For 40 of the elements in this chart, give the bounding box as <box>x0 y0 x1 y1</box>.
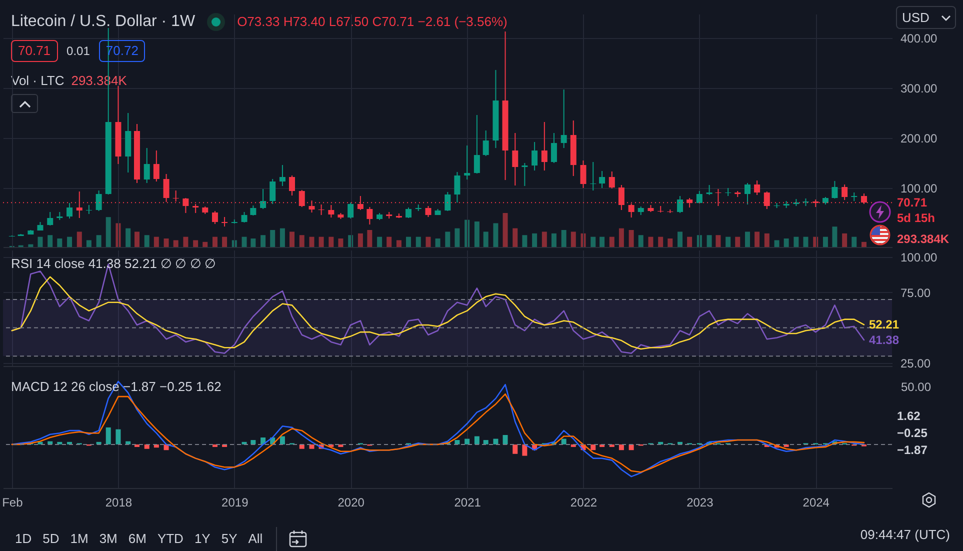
x-tick-label: 2021 <box>454 496 482 510</box>
annotation: 70.71 <box>11 40 58 62</box>
text: 1M <box>70 531 88 547</box>
x-tick-label: Feb <box>2 496 24 510</box>
y-tick-label: 100.00 <box>900 182 938 196</box>
text: YTD <box>157 531 184 547</box>
x-tick-label: 2024 <box>802 496 830 510</box>
text: 1.62 <box>897 409 920 424</box>
text: −1.87 <box>897 443 928 458</box>
y-tick-label: 400.00 <box>900 32 938 46</box>
text: 1D <box>15 531 32 547</box>
text: 1Y <box>194 531 210 547</box>
x-tick-label: 2023 <box>686 496 714 510</box>
text: 3M <box>99 531 118 547</box>
y-tick-label: 100.00 <box>900 250 938 265</box>
annotation: O73.33 H73.40 L67.50 C70.71 −2.61 (−3.56%) <box>237 14 508 30</box>
text: RSI 14 close 41.38 52.21 ∅ ∅ ∅ ∅ <box>11 256 216 272</box>
text: 5D <box>42 531 60 547</box>
annotation: 0.01 <box>66 44 90 58</box>
text: 6M <box>128 531 146 547</box>
chart-title: Litecoin / U.S. Dollar · 1W <box>11 12 196 32</box>
dropdown-box: USD <box>896 6 956 29</box>
x-tick-label: 2018 <box>105 496 132 510</box>
text: 50.00 <box>901 380 932 394</box>
x-tick-label: 2022 <box>570 496 598 510</box>
y-tick-label: 200.00 <box>900 132 938 146</box>
text: 5d 15h <box>897 211 936 226</box>
text: 09:44:47 (UTC) <box>860 527 950 543</box>
text: −0.25 <box>897 426 928 440</box>
data-label: 52.21 <box>868 318 900 332</box>
y-tick-label: 300.00 <box>900 82 938 96</box>
text: All <box>248 531 263 547</box>
ref-line-label: 70.71 <box>897 196 928 210</box>
text: 293.384K <box>897 232 950 246</box>
text: 5Y <box>221 531 238 547</box>
x-tick-label: 2020 <box>338 496 365 510</box>
data-label: 41.38 <box>868 333 900 347</box>
y-tick-label: 25.00 <box>900 356 931 371</box>
x-tick-label: 2019 <box>222 496 249 510</box>
y-tick-label: 75.00 <box>900 286 931 300</box>
